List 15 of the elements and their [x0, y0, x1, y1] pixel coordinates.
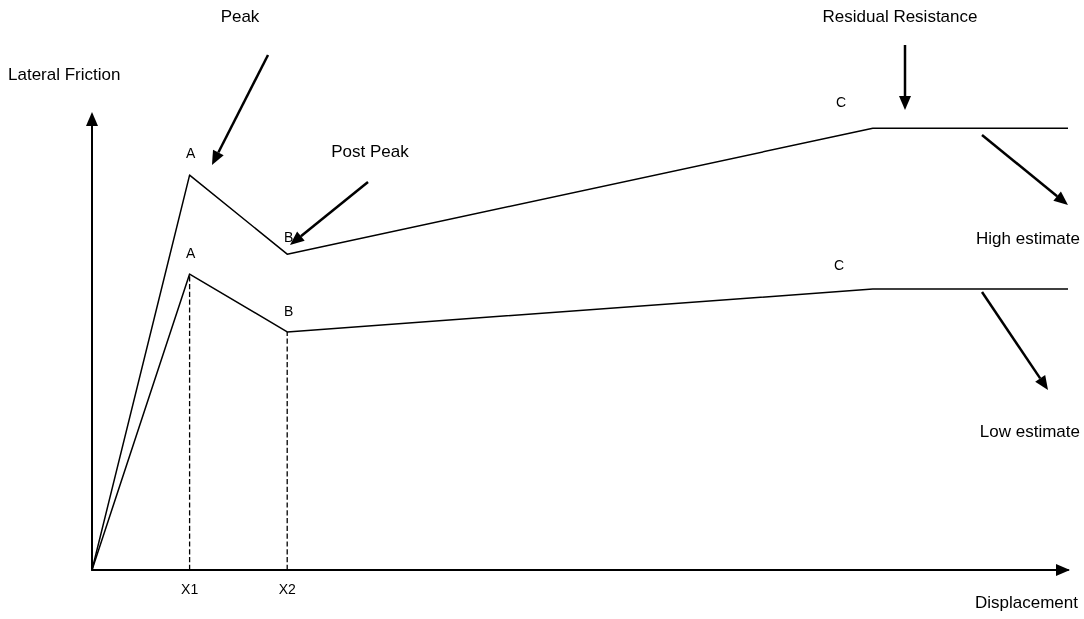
annotation: Post Peak — [331, 142, 410, 161]
annotation: High estimate — [976, 229, 1080, 248]
text: Peak — [220, 7, 260, 26]
annotation: B — [284, 229, 294, 245]
x-tick-label: X2 — [278, 581, 296, 597]
text: C — [836, 94, 847, 110]
annotation: A — [186, 145, 196, 161]
y-axis-title: Lateral Friction — [8, 65, 121, 84]
x-axis-title: Displacement — [975, 593, 1079, 612]
annotation: A — [186, 245, 196, 261]
text: Residual Resistance — [822, 7, 978, 26]
annotation: C — [834, 257, 845, 273]
annotation: B — [284, 303, 294, 319]
annotation: Low estimate — [979, 422, 1080, 441]
x-tick-label: X1 — [181, 581, 199, 597]
